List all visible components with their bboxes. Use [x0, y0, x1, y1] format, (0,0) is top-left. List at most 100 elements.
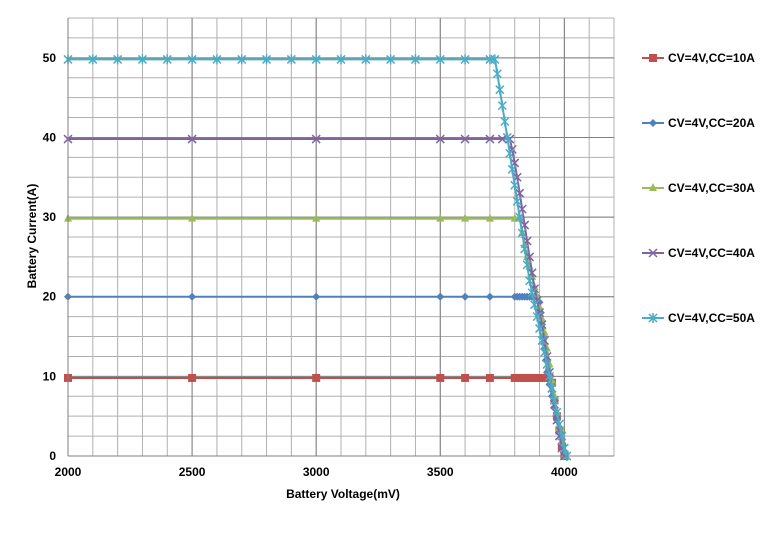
data-point	[520, 373, 529, 382]
y-axis-title: Battery Current(A)	[25, 184, 39, 289]
data-point	[527, 287, 537, 298]
data-point	[435, 134, 445, 144]
data-point	[461, 213, 470, 222]
legend-entry: CV=4V,CC=40A	[642, 246, 755, 260]
data-point	[549, 395, 559, 406]
data-point	[436, 373, 445, 382]
data-point	[187, 134, 197, 144]
data-point	[113, 54, 123, 65]
legend: CV=4V,CC=10A CV=4V,CC=20A CV=4V,CC=30A CV=4…	[642, 51, 755, 325]
data-point	[520, 243, 530, 254]
data-point	[512, 196, 522, 207]
data-point	[311, 134, 321, 144]
data-point	[286, 54, 296, 65]
y-tick-label: 50	[43, 51, 57, 65]
data-point	[435, 54, 445, 65]
data-point	[525, 373, 534, 382]
data-point	[137, 54, 147, 65]
series-lines	[63, 54, 572, 461]
y-tick-label: 20	[43, 290, 57, 304]
y-tick-label: 30	[43, 210, 57, 224]
data-point	[188, 213, 197, 222]
data-point	[311, 54, 321, 65]
data-point	[517, 228, 527, 239]
legend-label: CV=4V,CC=30A	[668, 181, 755, 195]
data-point	[436, 213, 445, 222]
data-point	[649, 183, 657, 191]
data-point	[544, 371, 555, 382]
data-point	[312, 373, 321, 382]
data-point	[436, 292, 445, 301]
data-point	[515, 212, 525, 223]
data-point	[461, 292, 470, 301]
data-point	[212, 54, 222, 65]
data-point	[485, 292, 494, 301]
data-point	[510, 373, 519, 382]
data-point	[490, 54, 500, 65]
data-point	[188, 292, 197, 301]
data-point	[88, 54, 98, 65]
data-point	[162, 54, 172, 65]
data-point	[559, 443, 569, 454]
data-point	[460, 134, 470, 144]
data-point	[649, 119, 657, 127]
data-point	[502, 132, 512, 143]
data-point	[535, 323, 545, 334]
data-point	[522, 259, 532, 270]
y-tick-label: 0	[49, 449, 56, 463]
legend-label: CV=4V,CC=10A	[668, 51, 755, 65]
data-point	[557, 431, 567, 442]
data-point	[361, 54, 371, 65]
data-point	[312, 213, 321, 222]
data-point	[460, 54, 470, 65]
data-point	[262, 54, 272, 65]
grid-lines	[67, 17, 615, 457]
legend-label: CV=4V,CC=50A	[668, 311, 755, 325]
data-point	[492, 68, 502, 79]
data-point	[510, 180, 520, 191]
data-point	[386, 54, 396, 65]
y-tick-label: 10	[43, 369, 57, 383]
data-point	[188, 373, 197, 382]
data-point	[505, 148, 515, 159]
legend-entry: CV=4V,CC=50A	[642, 311, 755, 325]
data-point	[336, 54, 346, 65]
x-tick-label: 3500	[427, 465, 454, 479]
y-tick-label: 40	[43, 130, 57, 144]
data-point	[497, 134, 507, 144]
data-point	[495, 84, 505, 95]
data-point	[532, 311, 542, 322]
data-point	[187, 54, 197, 65]
data-point	[552, 407, 562, 418]
data-point	[507, 164, 517, 175]
data-point	[537, 335, 547, 346]
data-point	[648, 248, 658, 258]
legend-entry: CV=4V,CC=30A	[642, 181, 755, 195]
data-point	[525, 275, 535, 286]
data-point	[540, 373, 549, 382]
data-point	[542, 359, 552, 370]
x-tick-label: 2500	[179, 465, 206, 479]
data-point	[535, 373, 544, 382]
data-point	[547, 383, 557, 394]
data-point	[530, 373, 539, 382]
data-point	[410, 54, 420, 65]
data-point	[554, 419, 564, 430]
data-point	[515, 373, 524, 382]
x-axis-title: Battery Voltage(mV)	[286, 487, 400, 501]
series-5	[63, 54, 572, 461]
data-point	[649, 54, 657, 62]
data-point	[485, 213, 494, 222]
legend-entry: CV=4V,CC=20A	[642, 116, 755, 130]
data-point	[530, 299, 540, 310]
data-point	[312, 292, 321, 301]
data-point	[485, 373, 494, 382]
data-point	[539, 347, 550, 358]
legend-label: CV=4V,CC=40A	[668, 246, 755, 260]
legend-label: CV=4V,CC=20A	[668, 116, 755, 130]
x-tick-label: 3000	[303, 465, 330, 479]
x-tick-label: 2000	[55, 465, 82, 479]
data-point	[461, 373, 470, 382]
